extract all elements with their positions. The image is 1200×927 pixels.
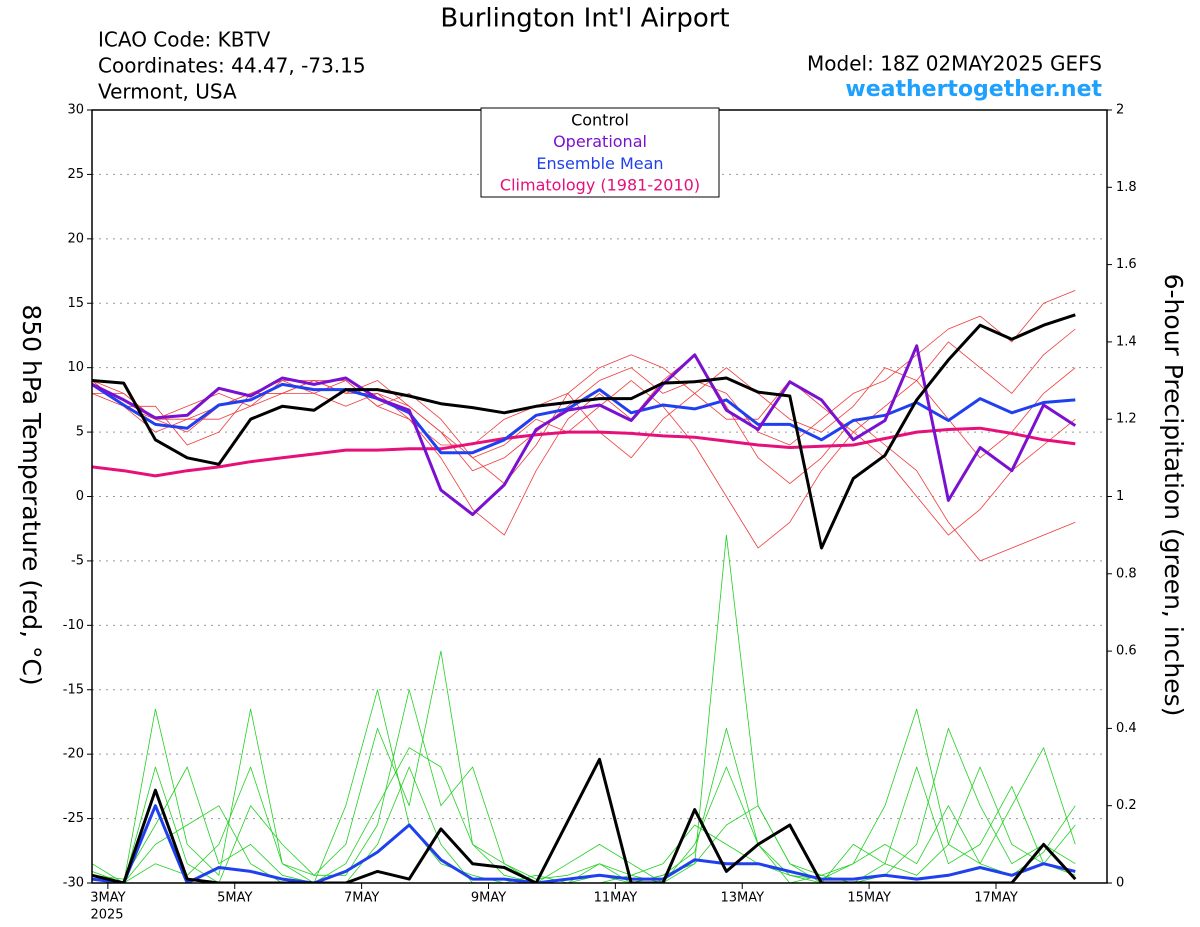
info: Coordinates: 44.47, -73.15 [98,54,366,78]
y2-tick-label: 2 [1116,103,1124,118]
y2-tick-label: 1 [1116,489,1124,504]
y-axis-label: 850 hPa Temperature (red, °C) [17,304,46,685]
y2-tick-label: 1.6 [1116,257,1137,272]
legend-entry: Climatology (1981-2010) [500,176,700,195]
info: Vermont, USA [98,80,237,104]
legend-entry: Control [571,111,629,130]
x-tick-label: 15MAY [847,891,891,906]
y-tick-label: 30 [67,103,84,118]
y-tick-label: 15 [67,296,84,311]
series-line [92,757,1077,883]
series-line [92,689,1076,883]
y2-tick-label: 0.2 [1116,798,1137,813]
info: ICAO Code: KBTV [98,28,271,52]
y-tick-label: -10 [63,618,84,633]
y-tick-label: 0 [76,489,84,504]
model: Model: 18Z 02MAY2025 GEFS [807,52,1102,76]
y2-tick-label: 1.2 [1116,412,1137,427]
x-tick-label: 17MAY [974,891,1018,906]
y-tick-label: 10 [67,360,84,375]
y-tick-label: -25 [63,811,84,826]
x-tick-label: 9MAY [471,891,506,906]
y2-axis-label: 6-hour Precipitation (green, inches) [1159,274,1188,717]
y-tick-label: 25 [67,167,84,182]
y-tick-label: -15 [63,682,84,697]
plot [92,290,1077,883]
y2-tick-label: 0.4 [1116,721,1137,736]
series-line [92,689,1076,883]
chart-title: Burlington Int'l Airport [440,4,729,34]
x-tick-label: 11MAY [594,891,638,906]
series-line [92,313,1076,550]
y-tick-label: 20 [67,231,84,246]
site: weathertogether.net [845,77,1102,102]
series-line [92,747,1076,883]
y2-tick-label: 1.4 [1116,334,1137,349]
series-line [92,354,1076,536]
series-line [92,534,1076,883]
y-tick-label: -20 [63,747,84,762]
legend-entry: Operational [553,132,647,151]
y-tick-label: -30 [63,876,84,891]
series-line [92,328,1076,549]
x-year: 2025 [90,908,123,923]
series-line [92,426,1076,478]
x-tick-label: 5MAY [217,891,252,906]
series-line [92,804,1076,883]
series-line [92,344,1077,516]
y-tick-label: -5 [71,553,84,568]
y2-tick-label: 0.8 [1116,566,1137,581]
y2-tick-label: 1.8 [1116,180,1137,195]
series-line [92,650,1076,883]
x-tick-label: 3MAY [90,891,125,906]
y-tick-label: 5 [76,425,84,440]
y2-tick-label: 0 [1116,876,1124,891]
legend-box [480,107,720,198]
x-tick-label: 7MAY [344,891,379,906]
legend-entry: Ensemble Mean [536,154,663,173]
series-line [92,367,1076,459]
x-tick-label: 13MAY [720,891,764,906]
y2-tick-label: 0.6 [1116,644,1137,659]
